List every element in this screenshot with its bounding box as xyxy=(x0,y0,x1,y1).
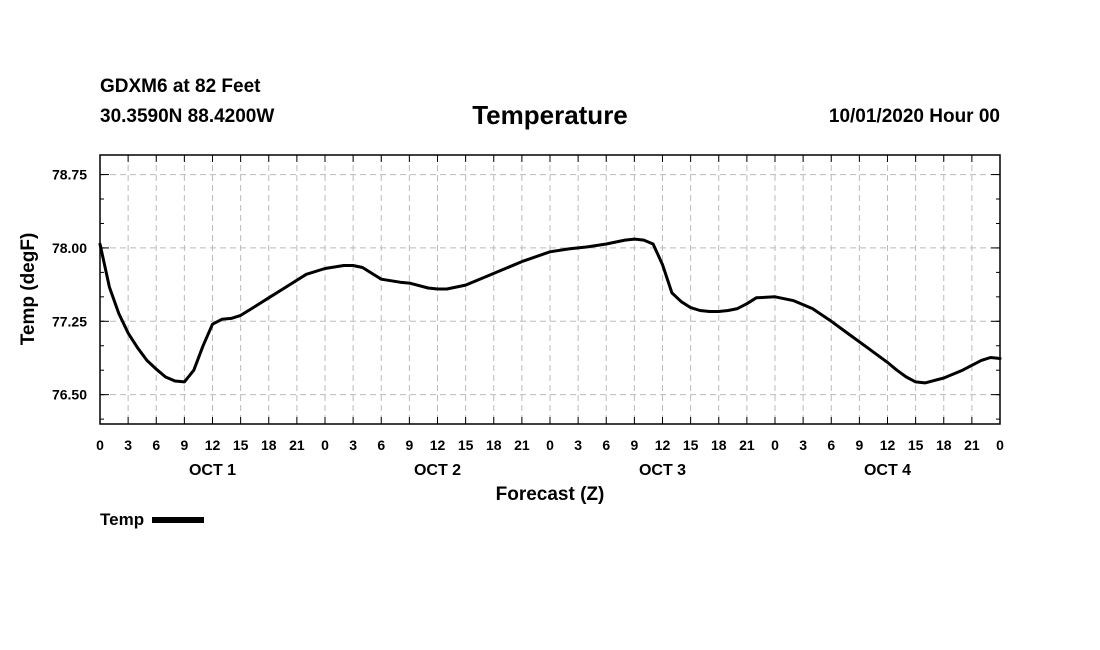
y-tick-label: 78.00 xyxy=(52,240,87,256)
day-label: OCT 3 xyxy=(639,462,686,479)
x-tick-label: 3 xyxy=(574,437,582,453)
x-tick-label: 6 xyxy=(602,437,610,453)
temp-series-line xyxy=(98,237,1002,385)
x-tick-label: 12 xyxy=(880,437,896,453)
x-tick-label: 15 xyxy=(908,437,924,453)
x-tick-label: 0 xyxy=(96,437,104,453)
x-tick-label: 12 xyxy=(655,437,671,453)
station-coordinates: 30.3590N 88.4200W xyxy=(100,106,275,127)
x-tick-label: 18 xyxy=(936,437,952,453)
x-axis-title: Forecast (Z) xyxy=(496,484,605,505)
forecast-run-time: 10/01/2020 Hour 00 xyxy=(828,106,1000,127)
x-tick-label: 15 xyxy=(458,437,474,453)
x-tick-label: 15 xyxy=(683,437,699,453)
x-tick-label: 9 xyxy=(180,437,188,453)
x-tick-label: 9 xyxy=(855,437,863,453)
axes: 0 3 6 9 12 15 18 21 0 3 6 9 12 15 18 21 0 3 6 9 12 15 18 21 0 3 6 9… xyxy=(52,155,1004,479)
day-label: OCT 4 xyxy=(864,462,911,479)
day-label: OCT 1 xyxy=(189,462,236,479)
x-tick-label: 6 xyxy=(152,437,160,453)
x-tick-label: 18 xyxy=(261,437,277,453)
x-tick-label: 3 xyxy=(124,437,132,453)
x-tick-label: 0 xyxy=(771,437,779,453)
x-tick-label: 0 xyxy=(996,437,1004,453)
x-tick-label: 12 xyxy=(430,437,446,453)
x-tick-label: 0 xyxy=(321,437,329,453)
x-tick-label: 21 xyxy=(289,437,305,453)
x-tick-label: 6 xyxy=(377,437,385,453)
station-label: GDXM6 at 82 Feet xyxy=(100,76,261,97)
x-tick-label: 21 xyxy=(514,437,530,453)
x-tick-label: 18 xyxy=(486,437,502,453)
chart-title: Temperature xyxy=(472,100,628,130)
x-tick-label: 9 xyxy=(405,437,413,453)
y-axis-title: Temp (degF) xyxy=(18,233,39,346)
legend: Temp xyxy=(100,510,205,530)
series-layer xyxy=(98,237,1002,385)
x-tick-label: 12 xyxy=(205,437,221,453)
y-tick-label: 77.25 xyxy=(52,313,87,329)
x-tick-label: 15 xyxy=(233,437,249,453)
x-tick-label: 18 xyxy=(711,437,727,453)
x-tick-label: 0 xyxy=(546,437,554,453)
x-tick-label: 6 xyxy=(827,437,835,453)
legend-label: Temp xyxy=(100,510,145,529)
x-tick-label: 21 xyxy=(964,437,980,453)
y-tick-label: 76.50 xyxy=(52,387,87,403)
x-tick-label: 3 xyxy=(349,437,357,453)
x-tick-label: 21 xyxy=(739,437,755,453)
x-tick-label: 9 xyxy=(630,437,638,453)
day-label: OCT 2 xyxy=(414,462,461,479)
y-tick-label: 78.75 xyxy=(52,167,87,183)
grid xyxy=(100,155,1000,424)
legend-swatch xyxy=(152,517,205,523)
x-tick-label: 3 xyxy=(799,437,807,453)
